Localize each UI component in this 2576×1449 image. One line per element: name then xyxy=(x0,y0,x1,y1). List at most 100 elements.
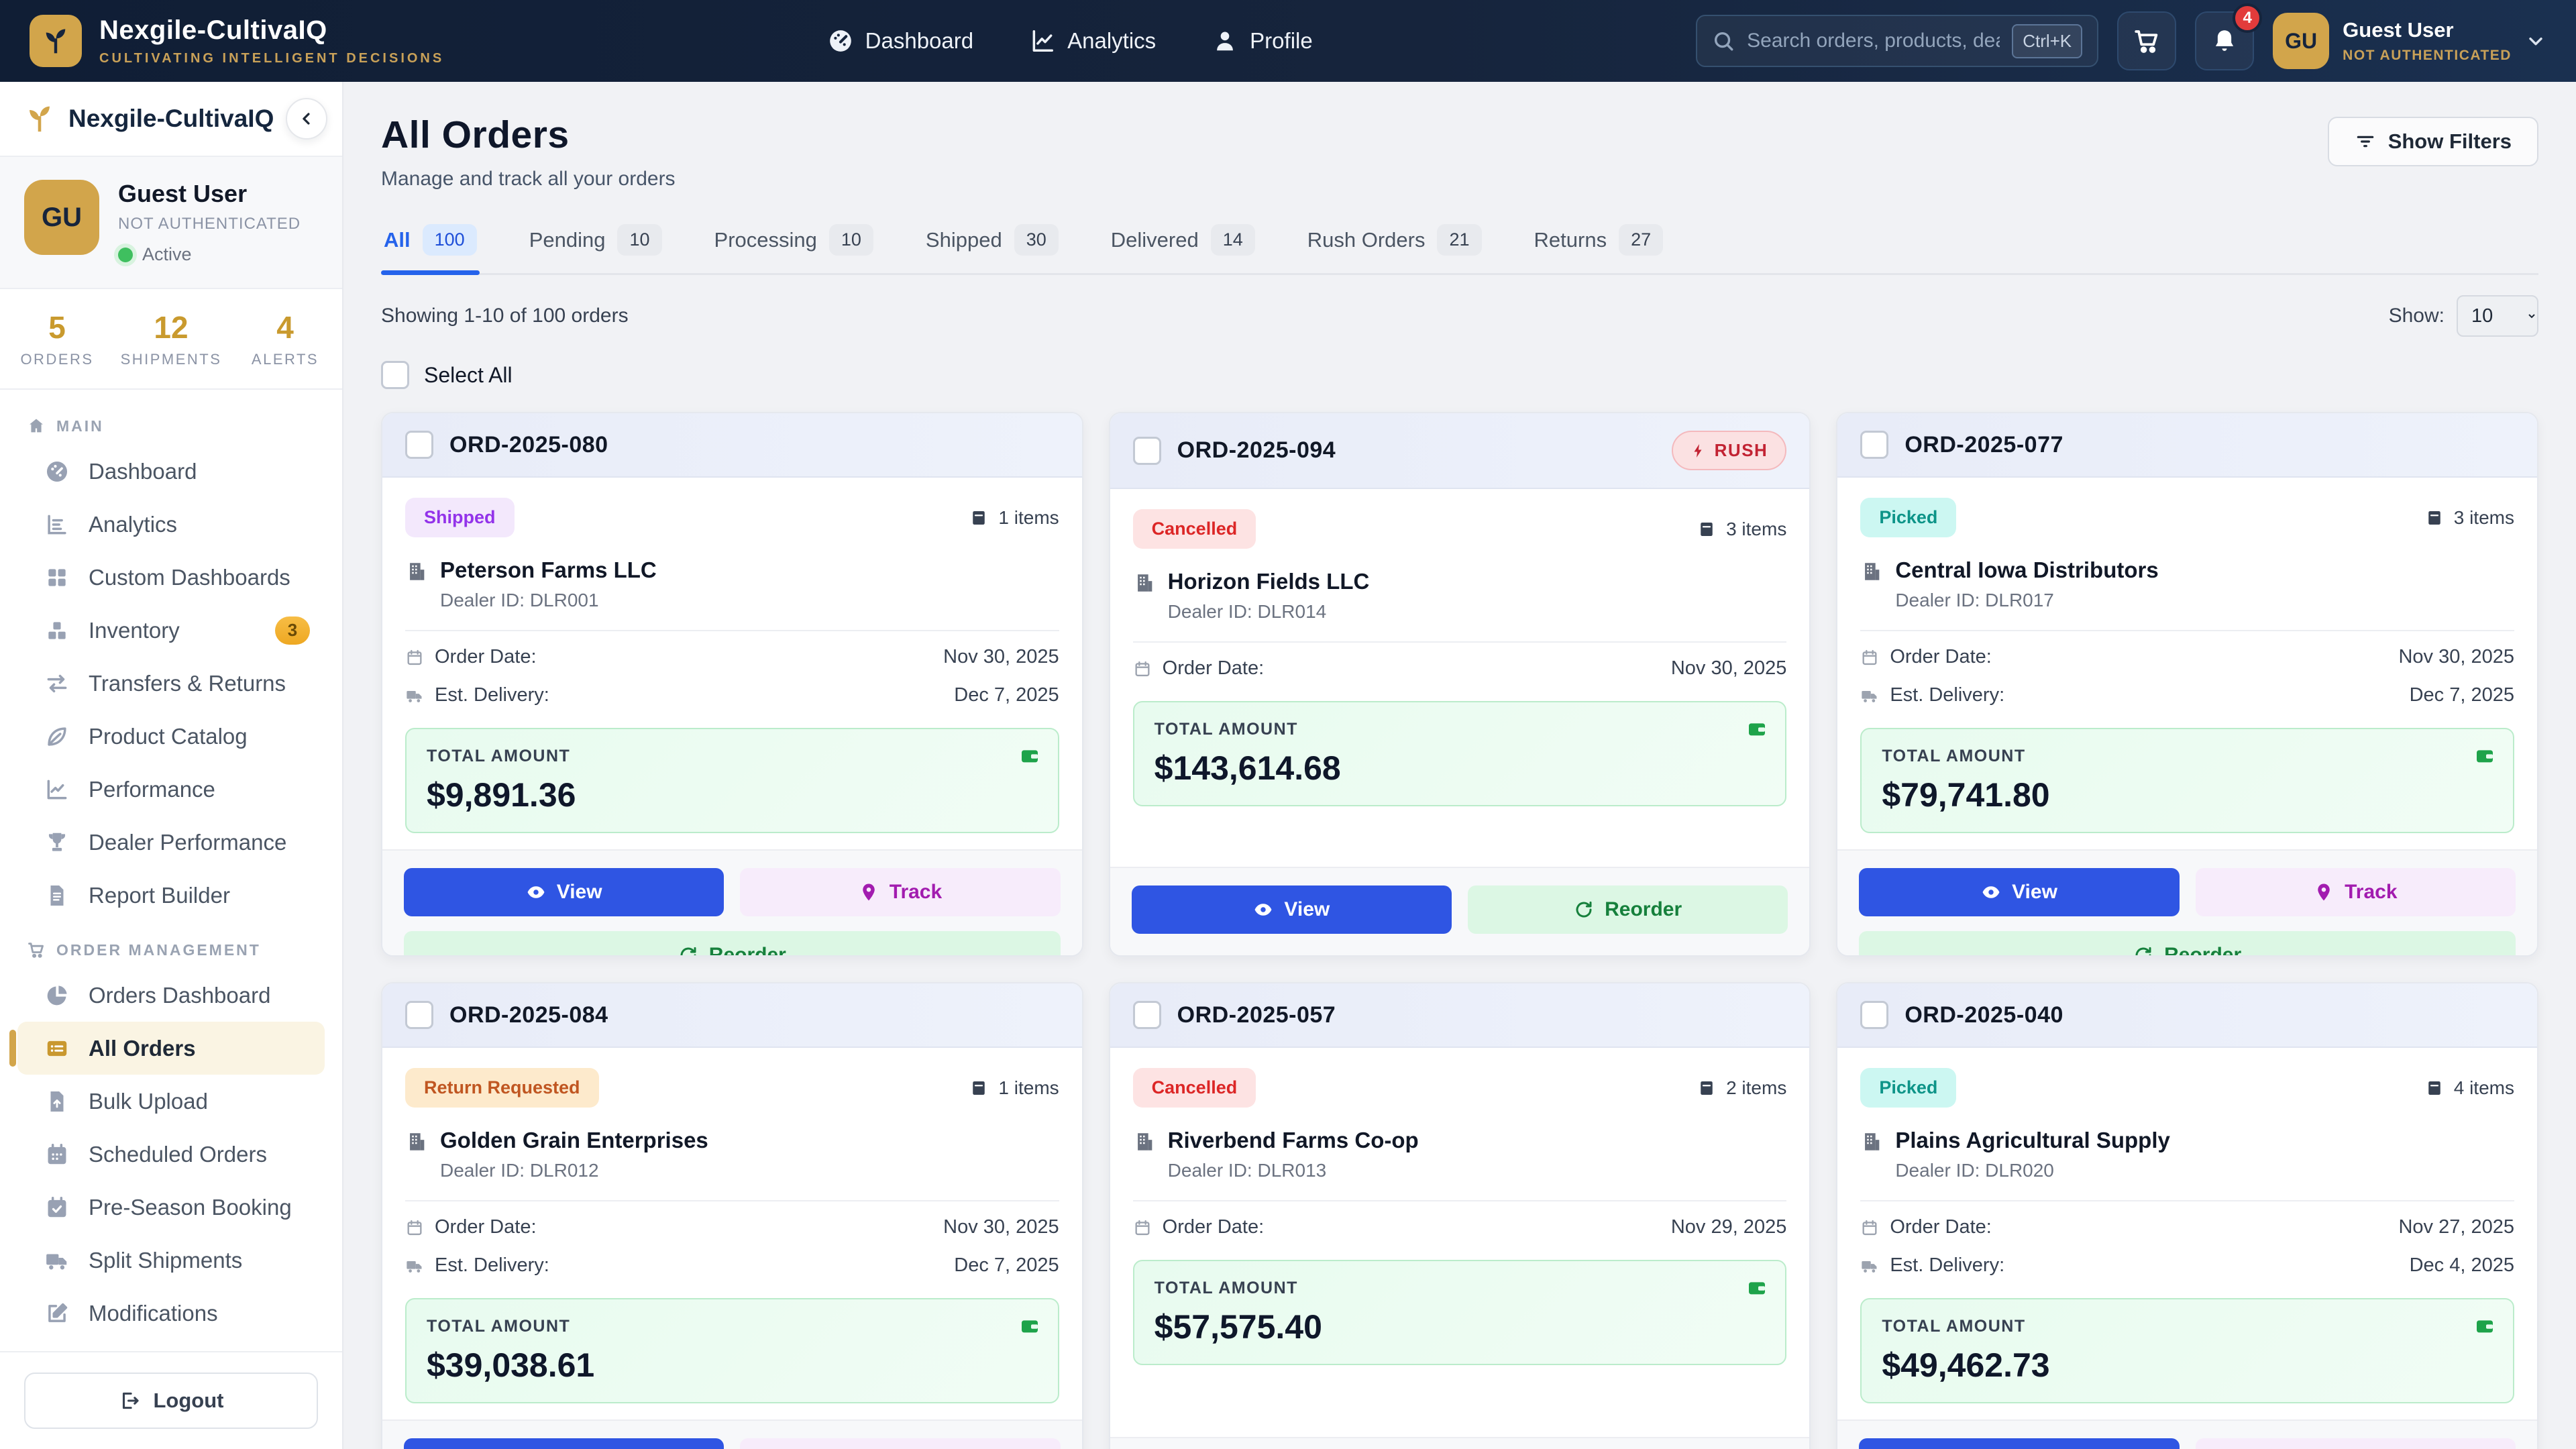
avatar: GU xyxy=(2273,13,2330,69)
tab-rush-orders[interactable]: Rush Orders 21 xyxy=(1305,220,1485,273)
calendar-check-icon xyxy=(44,1195,70,1220)
order-checkbox[interactable] xyxy=(1132,1001,1161,1029)
pie-chart-icon xyxy=(44,983,70,1008)
gauge-icon xyxy=(828,28,853,54)
view-button[interactable]: View xyxy=(1859,1438,2180,1449)
track-button[interactable]: Track xyxy=(740,868,1061,916)
total-amount-value: $143,614.68 xyxy=(1154,749,1341,787)
sidebar-item-scheduled-orders[interactable]: Scheduled Orders xyxy=(17,1128,325,1181)
sidebar-item-label: Product Catalog xyxy=(89,723,248,749)
order-checkbox[interactable] xyxy=(1860,431,1889,459)
list-meta: Showing 1-10 of 100 orders Show: 10 xyxy=(381,295,2538,337)
brand-title: Nexgile-CultivaIQ xyxy=(99,15,327,45)
est-delivery-label: Est. Delivery: xyxy=(435,1254,549,1276)
est-delivery-label: Est. Delivery: xyxy=(435,684,549,706)
tab-returns[interactable]: Returns 27 xyxy=(1532,220,1666,273)
sidebar-item-performance[interactable]: Performance xyxy=(17,763,325,816)
cart-button[interactable] xyxy=(2117,11,2177,70)
avatar: GU xyxy=(24,180,99,255)
brand-logo xyxy=(30,15,82,67)
sidebar-item-all-orders[interactable]: All Orders xyxy=(9,1022,325,1075)
select-all-row: Select All xyxy=(381,361,2538,389)
view-button[interactable]: View xyxy=(1131,885,1452,934)
sidebar-item-split-shipments[interactable]: Split Shipments xyxy=(17,1234,325,1287)
sidebar-item-report-builder[interactable]: Report Builder xyxy=(17,869,325,922)
nav-link-profile[interactable]: Profile xyxy=(1212,28,1313,54)
tab-all[interactable]: All 100 xyxy=(381,220,480,275)
sidebar-item-bulk-upload[interactable]: Bulk Upload xyxy=(17,1075,325,1128)
active-status-label: Active xyxy=(142,244,192,264)
show-filters-label: Show Filters xyxy=(2387,129,2512,153)
track-button[interactable]: Track xyxy=(2195,1438,2516,1449)
sidebar-item-product-catalog[interactable]: Product Catalog xyxy=(17,710,325,763)
stat-label: SHIPMENTS xyxy=(120,351,222,368)
sidebar-item-label: Dealer Performance xyxy=(89,829,287,855)
sidebar-item-transfers-returns[interactable]: Transfers & Returns xyxy=(17,657,325,710)
tab-label: All xyxy=(384,227,411,252)
sidebar-item-inventory[interactable]: Inventory 3 xyxy=(17,604,325,657)
reorder-label: Reorder xyxy=(2164,944,2242,957)
inventory-count-badge: 3 xyxy=(275,616,310,645)
sidebar-item-dashboard[interactable]: Dashboard xyxy=(17,445,325,498)
tab-delivered[interactable]: Delivered 14 xyxy=(1108,220,1258,273)
nav-link-analytics[interactable]: Analytics xyxy=(1030,28,1156,54)
reorder-button[interactable]: Reorder xyxy=(1859,931,2516,957)
leaf-icon xyxy=(44,724,70,749)
order-date-value: Nov 27, 2025 xyxy=(2398,1216,2514,1238)
order-checkbox[interactable] xyxy=(405,431,433,459)
wallet-icon xyxy=(1019,745,1040,767)
tab-processing[interactable]: Processing 10 xyxy=(712,220,876,273)
global-search[interactable]: Ctrl+K xyxy=(1696,15,2099,67)
sidebar-collapse-button[interactable] xyxy=(286,98,327,140)
search-input[interactable] xyxy=(1747,30,2000,52)
search-icon xyxy=(1712,30,1735,52)
sidebar-item-orders-dashboard[interactable]: Orders Dashboard xyxy=(17,969,325,1022)
sidebar-item-label: Performance xyxy=(89,776,215,802)
page-subtitle: Manage and track all your orders xyxy=(381,168,676,190)
view-button[interactable]: View xyxy=(404,868,724,916)
user-name: Guest User xyxy=(118,180,248,207)
total-amount-value: $79,741.80 xyxy=(1882,776,2050,814)
reorder-button[interactable]: Reorder xyxy=(404,931,1061,955)
sidebar-item-dealer-performance[interactable]: Dealer Performance xyxy=(17,816,325,869)
active-status-dot xyxy=(118,247,133,262)
section-main: MAIN xyxy=(17,407,325,445)
nav-link-label: Profile xyxy=(1250,28,1313,53)
wallet-icon xyxy=(2474,745,2496,767)
est-delivery-value: Dec 4, 2025 xyxy=(2409,1254,2514,1276)
sidebar-item-label: Transfers & Returns xyxy=(89,670,286,696)
sidebar-item-analytics[interactable]: Analytics xyxy=(17,498,325,551)
tab-shipped[interactable]: Shipped 30 xyxy=(923,220,1061,273)
order-checkbox[interactable] xyxy=(1132,436,1161,465)
total-amount-label: TOTAL AMOUNT xyxy=(427,1317,571,1336)
track-button[interactable]: Track xyxy=(2195,868,2516,916)
tab-pending[interactable]: Pending 10 xyxy=(527,220,665,273)
show-filters-button[interactable]: Show Filters xyxy=(2327,117,2538,166)
notifications-button[interactable]: 4 xyxy=(2195,3,2263,70)
nav-link-dashboard[interactable]: Dashboard xyxy=(828,28,973,54)
nav-link-label: Analytics xyxy=(1067,28,1157,53)
order-date-value: Nov 30, 2025 xyxy=(943,1216,1059,1238)
bell-icon xyxy=(2210,27,2239,55)
logout-button[interactable]: Logout xyxy=(24,1373,318,1429)
reorder-button[interactable]: Reorder xyxy=(1467,885,1788,934)
sidebar-item-pre-season-booking[interactable]: Pre-Season Booking xyxy=(17,1181,325,1234)
sidebar-item-modifications[interactable]: Modifications xyxy=(17,1287,325,1340)
trophy-icon xyxy=(44,830,70,855)
order-id: ORD-2025-077 xyxy=(1904,431,2063,458)
grid-icon xyxy=(44,565,70,590)
view-button[interactable]: View xyxy=(404,1438,724,1449)
dealer-id: Dealer ID: DLR012 xyxy=(440,1160,599,1181)
view-button[interactable]: View xyxy=(1859,868,2180,916)
order-checkbox[interactable] xyxy=(405,1001,433,1029)
building-icon xyxy=(405,560,428,611)
page-size-select[interactable]: 10 xyxy=(2457,295,2538,337)
document-icon xyxy=(44,883,70,908)
select-all-checkbox[interactable] xyxy=(381,361,409,389)
track-button[interactable]: Track xyxy=(740,1438,1061,1449)
top-navbar: Nexgile-CultivaIQ CULTIVATING INTELLIGEN… xyxy=(0,0,2576,82)
order-checkbox[interactable] xyxy=(1860,1001,1889,1029)
user-menu[interactable]: GU Guest User NOT AUTHENTICATED xyxy=(2273,13,2546,69)
total-amount-box: TOTAL AMOUNT $143,614.68 xyxy=(1132,701,1787,806)
sidebar-item-custom-dashboards[interactable]: Custom Dashboards xyxy=(17,551,325,604)
